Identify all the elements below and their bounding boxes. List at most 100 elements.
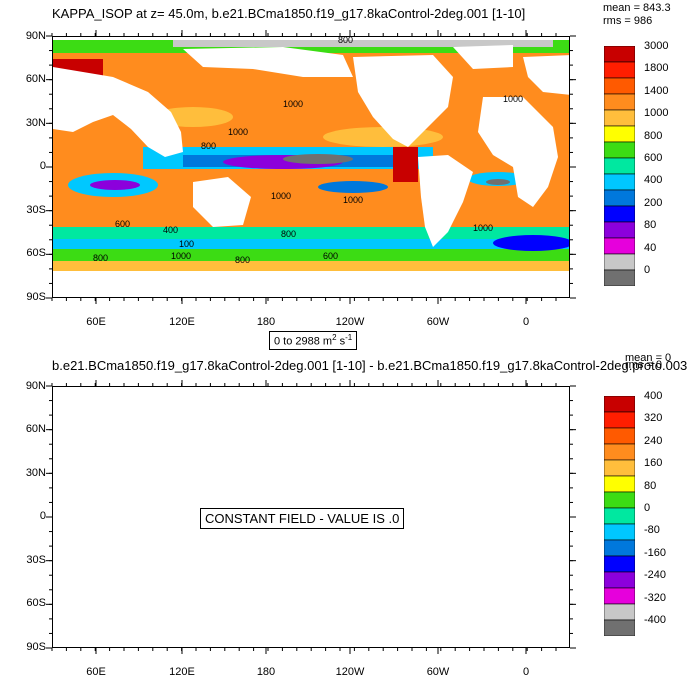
- top-lon-label: 60W: [426, 316, 450, 328]
- contour-label: 400: [163, 225, 178, 235]
- contour-label: 1000: [283, 99, 303, 109]
- peru-red: [393, 147, 418, 182]
- top-lat-label: 60S: [26, 247, 46, 259]
- australia-land: [193, 177, 251, 227]
- colorbar-label: 0: [644, 502, 651, 514]
- colorbar-label: -160: [644, 546, 667, 559]
- europe-land: [523, 55, 569, 95]
- colorbar-label: -240: [644, 569, 667, 582]
- contour-label: 600: [323, 251, 338, 261]
- contour-label: 800: [338, 37, 353, 45]
- top-lat-label: 30S: [26, 204, 46, 216]
- colorbar-label: -400: [644, 614, 667, 626]
- asia-land: [53, 67, 183, 157]
- top-lon-label: 120E: [169, 316, 195, 328]
- contour-label: 800: [281, 229, 296, 239]
- bottom-panel-title: b.e21.BCma1850.f19_g17.8kaControl-2deg.0…: [52, 358, 688, 373]
- bottom-lon-label: 120W: [335, 666, 365, 678]
- top-panel-mean: mean = 843.3: [603, 2, 671, 14]
- indian-purple: [90, 180, 140, 190]
- bottom-lat-label: 60S: [26, 597, 46, 609]
- colorbar-label: 800: [644, 129, 663, 142]
- top-lat-label: 0: [39, 160, 46, 172]
- top-map-frame: 1000 1000 1000 800 1000 600 400 1000 100…: [52, 36, 570, 298]
- north-america-land: [353, 55, 453, 147]
- range-sup: 2: [332, 333, 337, 342]
- bottom-lat-label: 0: [39, 510, 46, 522]
- greenland-land: [453, 45, 513, 69]
- top-lon-label: 120W: [335, 316, 365, 328]
- eq-south-blue: [318, 181, 388, 193]
- south-america-land: [418, 155, 473, 247]
- southern-band-3: [53, 249, 569, 261]
- contour-label: 800: [235, 255, 250, 265]
- top-range-label: 0 to 2988 m2 s-1: [269, 331, 358, 350]
- colorbar-label: 160: [644, 457, 663, 470]
- top-lon-label: 60E: [86, 316, 106, 328]
- atlantic-eq-gray: [486, 179, 510, 185]
- top-lon-label: 180: [256, 316, 276, 328]
- southern-band-4: [53, 261, 569, 271]
- colorbar-label: 40: [644, 241, 657, 254]
- top-map-canvas: 1000 1000 1000 800 1000 600 400 1000 100…: [53, 37, 569, 297]
- north-pole-blank: [53, 37, 569, 40]
- siberia-land: [183, 47, 353, 77]
- range-sup2: -1: [345, 333, 353, 342]
- bottom-lon-label: 180: [256, 666, 276, 678]
- bottom-lat-label: 30N: [25, 467, 46, 479]
- bottom-lat-label: 90N: [25, 380, 46, 392]
- range-main: 0 to 2988 m: [274, 335, 333, 348]
- contour-label: 600: [115, 219, 130, 229]
- bottom-lon-label: 60W: [426, 666, 450, 678]
- antarctica-land: [53, 271, 569, 297]
- bottom-colorbar-swatches: [603, 395, 636, 637]
- top-lat-label: 30N: [25, 117, 46, 129]
- contour-label: 800: [93, 253, 108, 263]
- eq-gray: [283, 154, 353, 164]
- satl-blue: [493, 235, 569, 251]
- colorbar-label: 240: [644, 434, 663, 447]
- contour-label: 800: [201, 141, 216, 151]
- colorbar-label: 1000: [644, 107, 669, 120]
- contour-label: 1000: [171, 251, 191, 261]
- contour-label: 1000: [503, 94, 523, 104]
- bottom-lat-label: 30S: [26, 554, 46, 566]
- bottom-lat-label: 90S: [26, 641, 46, 653]
- bottom-lon-label: 120E: [169, 666, 195, 678]
- top-lon-label: 0: [522, 316, 530, 328]
- arctic-ice-band: [173, 39, 553, 47]
- bottom-colorbar: [603, 395, 636, 637]
- bottom-panel-rms: rms = 0: [625, 359, 662, 371]
- bottom-panel-stats: mean = 0 rms = 0: [625, 352, 671, 372]
- contour-label: 100: [179, 239, 194, 249]
- bottom-lon-label: 60E: [86, 666, 106, 678]
- colorbar-label: 0: [644, 264, 651, 276]
- colorbar-label: -320: [644, 591, 667, 604]
- contour-label: 1000: [271, 191, 291, 201]
- colorbar-label: 80: [644, 219, 657, 232]
- range-tail: s: [336, 335, 346, 348]
- bottom-lon-label: 0: [522, 666, 530, 678]
- top-panel-stats: mean = 843.3 rms = 986: [603, 2, 671, 28]
- colorbar-label: 320: [644, 412, 663, 425]
- colorbar-label: 400: [644, 390, 663, 402]
- contour-label: 1000: [473, 223, 493, 233]
- colorbar-label: 1400: [644, 84, 669, 97]
- colorbar-label: -80: [644, 524, 660, 537]
- colorbar-label: 3000: [644, 40, 669, 52]
- top-lat-label: 90N: [25, 30, 46, 42]
- contour-label: 1000: [343, 195, 363, 205]
- constant-field-message: CONSTANT FIELD - VALUE IS .0: [200, 508, 405, 529]
- bottom-panel-mean: mean = 0: [625, 352, 672, 364]
- southern-band-2: [53, 239, 569, 249]
- top-panel-rms: rms = 986: [603, 15, 653, 27]
- colorbar-label: 200: [644, 196, 663, 209]
- colorbar-label: 400: [644, 174, 663, 187]
- top-lat-label: 90S: [26, 291, 46, 303]
- bottom-lat-label: 60N: [25, 423, 46, 435]
- colorbar-label: 1800: [644, 62, 669, 75]
- contour-label: 1000: [228, 127, 248, 137]
- top-lat-label: 60N: [25, 73, 46, 85]
- colorbar-label: 600: [644, 152, 663, 164]
